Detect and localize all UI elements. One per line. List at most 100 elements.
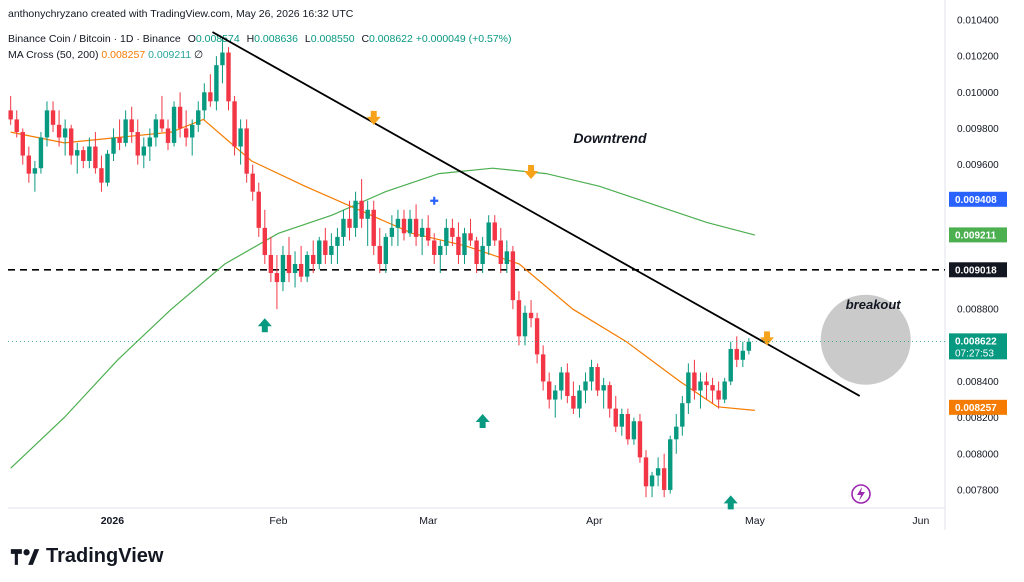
breakout-circle xyxy=(820,294,911,385)
candle-body xyxy=(698,381,703,391)
candle-body xyxy=(208,92,213,102)
candle-body xyxy=(129,119,134,133)
price-badge-value: 0.009408 xyxy=(955,195,997,206)
y-tick-label: 0.010400 xyxy=(957,16,999,27)
candle-body xyxy=(534,318,540,355)
price-badge xyxy=(949,333,1007,360)
change-value: +0.000049 (+0.57%) xyxy=(415,33,512,45)
candle-body xyxy=(583,381,588,391)
candle-body xyxy=(8,110,13,120)
up-arrow-icon xyxy=(723,495,738,510)
x-tick-label: 2026 xyxy=(101,515,125,527)
candle-body xyxy=(643,457,649,487)
candle-body xyxy=(62,128,68,138)
ma-extra-symbol: ∅ xyxy=(194,49,204,61)
candle-body xyxy=(32,168,38,174)
candle-body xyxy=(99,168,104,183)
candle-body xyxy=(559,372,564,391)
candle-body xyxy=(38,137,44,169)
y-tick-label: 0.008800 xyxy=(957,305,999,316)
down-arrow-icon xyxy=(524,165,539,180)
ma-indicator-label[interactable]: MA Cross (50, 200) xyxy=(8,49,99,61)
candle-body xyxy=(432,240,437,255)
low-value: 0.008550 xyxy=(310,33,355,45)
y-tick-label: 0.008400 xyxy=(957,377,999,388)
y-tick-label: 0.010200 xyxy=(957,52,999,63)
price-badge-value: 0.009211 xyxy=(955,230,997,241)
down-arrow-icon-shape xyxy=(366,110,381,125)
candle-body xyxy=(504,251,510,264)
price-badge xyxy=(949,262,1007,278)
candle-body xyxy=(746,341,752,351)
candle-body xyxy=(111,137,116,154)
candle-body xyxy=(365,209,370,219)
candle-body xyxy=(44,110,50,138)
x-tick-label: Apr xyxy=(586,515,603,527)
down-arrow-icon xyxy=(760,331,775,346)
symbol-label[interactable]: Binance Coin / Bitcoin · 1D · Binance xyxy=(8,33,181,45)
candle-body xyxy=(728,348,733,382)
candle-body xyxy=(153,119,159,138)
candle-body xyxy=(425,227,431,241)
candle-body xyxy=(413,218,419,237)
y-tick-label: 0.008000 xyxy=(957,449,999,460)
up-arrow-icon-shape xyxy=(475,414,490,429)
candle-body xyxy=(553,390,558,400)
breakout-annotation: breakout xyxy=(846,297,902,312)
close-label: C xyxy=(361,33,370,45)
candle-body xyxy=(540,354,546,382)
y-tick-label: 0.009600 xyxy=(957,160,999,171)
tradingview-logo[interactable]: TradingView xyxy=(10,545,163,568)
y-tick-label: 0.008200 xyxy=(957,413,999,424)
candle-body xyxy=(226,52,231,102)
candle-body xyxy=(401,218,407,234)
candle-body xyxy=(14,119,19,133)
candle-body xyxy=(147,137,153,147)
up-arrow-icon-shape xyxy=(257,318,272,333)
candle-body xyxy=(353,200,358,228)
candle-body xyxy=(734,348,739,360)
price-badge xyxy=(949,399,1007,415)
candle-body xyxy=(486,222,491,246)
candle-body xyxy=(625,414,631,440)
price-badge-value: 0.008622 xyxy=(955,336,997,347)
candle-body xyxy=(571,395,576,409)
candle-body xyxy=(93,146,98,169)
candle-body xyxy=(419,227,425,237)
down-arrow-icon-shape xyxy=(524,165,539,180)
candle-body xyxy=(56,124,62,138)
candle-body xyxy=(450,227,455,237)
price-badge-countdown: 07:27:53 xyxy=(955,348,994,359)
candle-body xyxy=(444,227,449,246)
candle-body xyxy=(680,403,685,427)
candle-body xyxy=(637,421,643,458)
candle-body xyxy=(607,385,612,409)
candle-body xyxy=(117,137,122,143)
x-tick-label: Feb xyxy=(269,515,287,527)
candle-body xyxy=(68,128,74,156)
up-arrow-icon xyxy=(257,318,272,333)
candle-body xyxy=(613,408,618,427)
candle-body xyxy=(456,236,461,255)
candle-body xyxy=(704,381,709,386)
candle-body xyxy=(75,150,80,156)
candle-body xyxy=(347,218,352,228)
candle-body xyxy=(165,128,171,143)
candle-body xyxy=(123,119,128,143)
candle-body xyxy=(214,65,219,102)
ma50-value: 0.008257 xyxy=(101,49,146,61)
candle-body xyxy=(232,101,237,147)
candle-body xyxy=(274,273,280,283)
price-badge-value: 0.008257 xyxy=(955,403,997,414)
candle-body xyxy=(383,236,389,264)
candle-body xyxy=(250,173,255,192)
candle-body xyxy=(474,240,479,264)
candle-body xyxy=(335,236,340,246)
ma50-line xyxy=(10,118,755,411)
down-arrow-icon xyxy=(366,110,381,125)
candle-body xyxy=(710,385,715,391)
candle-body xyxy=(159,119,165,129)
candle-body xyxy=(655,468,661,476)
y-tick-label: 0.009800 xyxy=(957,124,999,135)
